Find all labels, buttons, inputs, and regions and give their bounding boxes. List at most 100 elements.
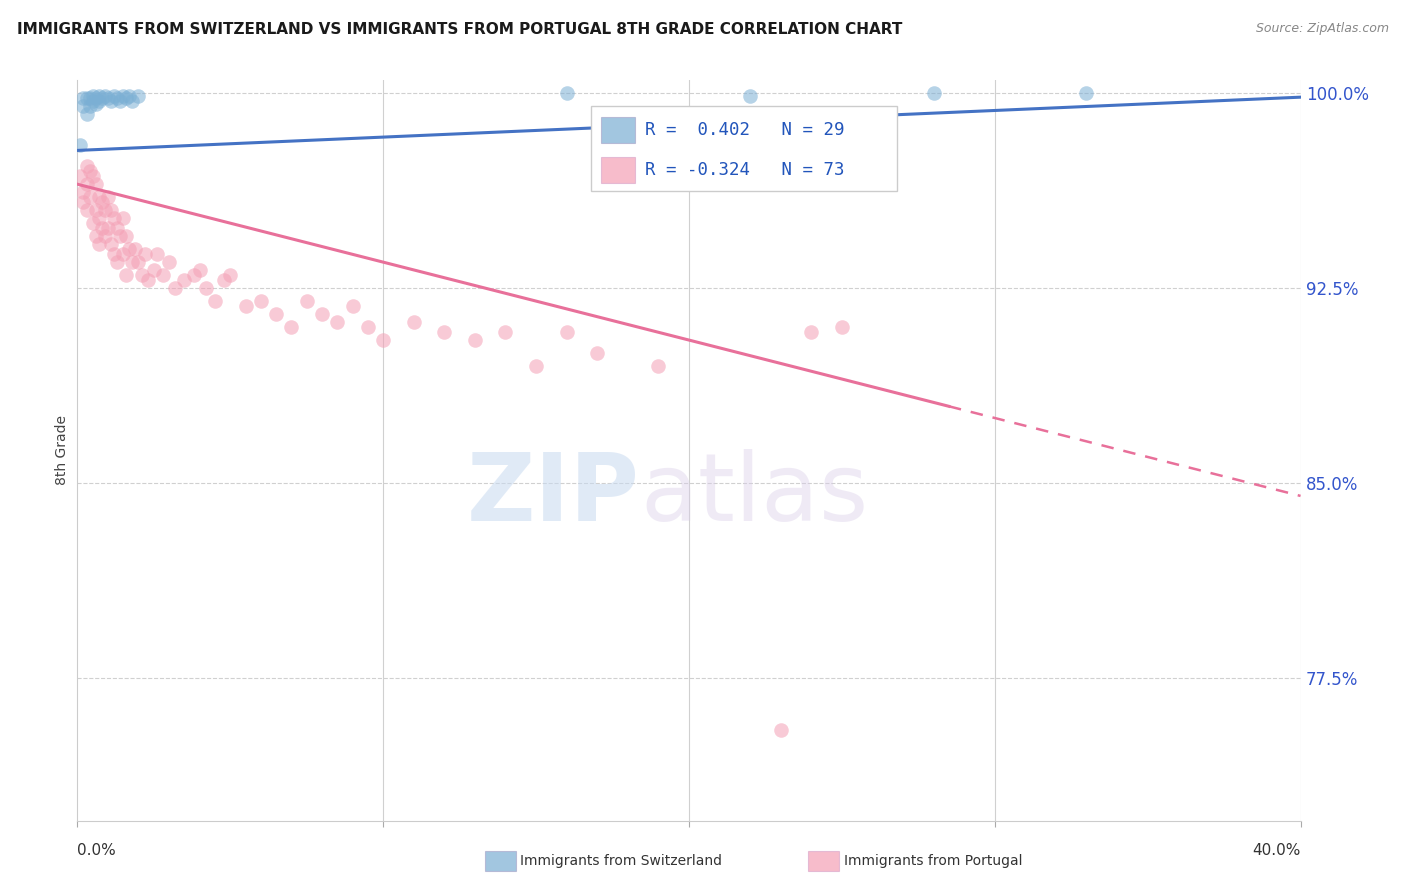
Point <box>128 88 150 103</box>
Point <box>134 247 156 261</box>
Point <box>87 88 110 103</box>
Text: Source: ZipAtlas.com: Source: ZipAtlas.com <box>1256 22 1389 36</box>
Point <box>371 333 394 347</box>
Point <box>108 229 131 244</box>
Point <box>69 138 91 153</box>
Point <box>124 242 146 256</box>
Point <box>97 221 120 235</box>
Point <box>72 185 94 199</box>
Point <box>79 99 101 113</box>
Y-axis label: 8th Grade: 8th Grade <box>55 416 69 485</box>
Point <box>97 190 120 204</box>
Point <box>142 263 165 277</box>
Point <box>105 255 128 269</box>
Text: Immigrants from Switzerland: Immigrants from Switzerland <box>520 854 723 868</box>
Point <box>79 91 101 105</box>
Point <box>121 255 143 269</box>
Point <box>69 169 91 184</box>
Point <box>433 325 456 339</box>
Point <box>72 91 94 105</box>
Point <box>90 221 112 235</box>
Point <box>194 281 217 295</box>
Point <box>76 107 98 121</box>
Point <box>112 247 135 261</box>
Point <box>128 255 150 269</box>
Bar <box>600 117 636 144</box>
Point <box>82 169 104 184</box>
Point <box>97 91 120 105</box>
Point <box>84 91 107 105</box>
Point <box>87 211 110 225</box>
Point <box>87 236 110 251</box>
Point <box>1076 87 1098 101</box>
Point <box>118 242 141 256</box>
Point <box>326 315 349 329</box>
Point <box>94 203 117 218</box>
Text: ZIP: ZIP <box>467 449 640 541</box>
Point <box>100 94 122 108</box>
Point <box>76 177 98 191</box>
Point <box>136 273 159 287</box>
Point <box>82 94 104 108</box>
Point <box>79 164 101 178</box>
Point <box>264 307 287 321</box>
Text: IMMIGRANTS FROM SWITZERLAND VS IMMIGRANTS FROM PORTUGAL 8TH GRADE CORRELATION CH: IMMIGRANTS FROM SWITZERLAND VS IMMIGRANT… <box>17 22 903 37</box>
Point <box>72 195 94 210</box>
Point <box>76 159 98 173</box>
Point <box>82 88 104 103</box>
Point <box>152 268 174 282</box>
Point <box>87 190 110 204</box>
Point <box>740 88 762 103</box>
Point <box>84 203 107 218</box>
Point <box>82 216 104 230</box>
Point <box>157 255 180 269</box>
Point <box>524 359 547 373</box>
Point <box>495 325 517 339</box>
Point <box>103 88 125 103</box>
Point <box>94 229 117 244</box>
Point <box>115 268 138 282</box>
Point <box>100 203 122 218</box>
Text: 40.0%: 40.0% <box>1253 843 1301 858</box>
Point <box>402 315 425 329</box>
Point <box>131 268 153 282</box>
Point <box>173 273 195 287</box>
Point <box>87 94 110 108</box>
Point <box>831 320 853 334</box>
Point <box>165 281 187 295</box>
Point <box>146 247 169 261</box>
Point <box>118 88 141 103</box>
Point <box>555 87 578 101</box>
Point <box>769 723 792 737</box>
Point <box>103 247 125 261</box>
Text: R = -0.324   N = 73: R = -0.324 N = 73 <box>645 161 845 179</box>
Point <box>295 294 318 309</box>
Point <box>115 91 138 105</box>
Point <box>250 294 273 309</box>
Point <box>183 268 205 282</box>
Point <box>84 177 107 191</box>
Point <box>90 195 112 210</box>
Point <box>100 236 122 251</box>
Point <box>76 203 98 218</box>
Point <box>188 263 211 277</box>
Point <box>84 96 107 111</box>
Text: 0.0%: 0.0% <box>77 843 117 858</box>
Text: atlas: atlas <box>640 449 869 541</box>
Point <box>105 91 128 105</box>
Point <box>204 294 226 309</box>
Point <box>235 299 257 313</box>
Point <box>121 94 143 108</box>
Point <box>108 94 131 108</box>
Point <box>84 229 107 244</box>
FancyBboxPatch shape <box>591 106 897 192</box>
Point <box>555 325 578 339</box>
Point <box>800 325 823 339</box>
Point <box>647 359 669 373</box>
Point <box>72 99 94 113</box>
Point <box>90 91 112 105</box>
Point <box>212 273 235 287</box>
Point <box>105 221 128 235</box>
Point <box>342 299 364 313</box>
Point <box>464 333 486 347</box>
